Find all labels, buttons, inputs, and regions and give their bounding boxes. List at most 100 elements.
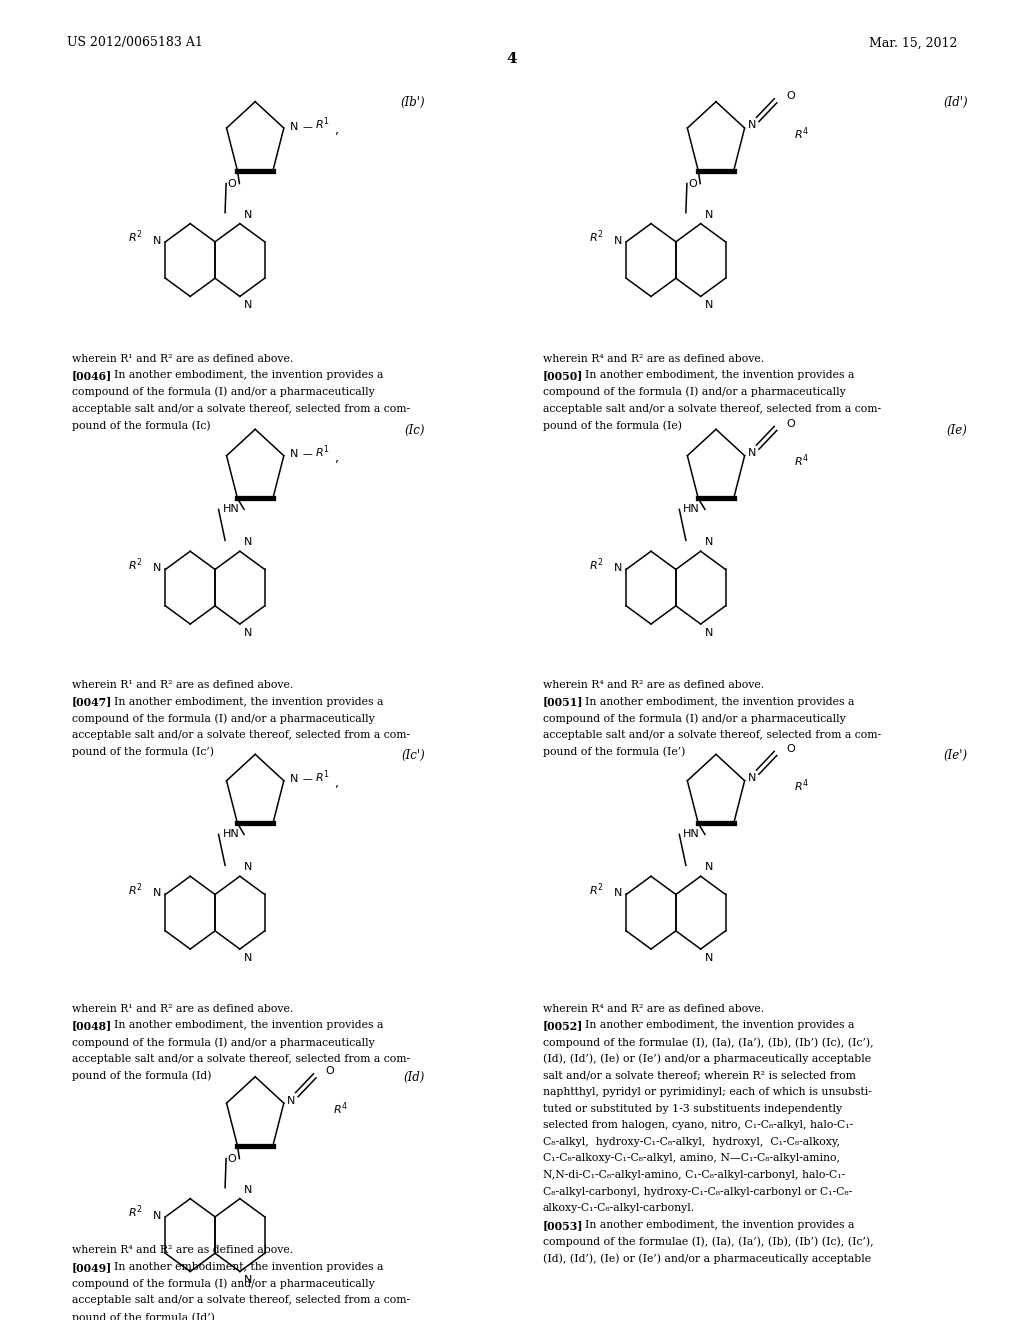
Text: pound of the formula (Id): pound of the formula (Id) [72, 1071, 211, 1081]
Text: pound of the formula (Ie): pound of the formula (Ie) [543, 420, 682, 430]
Text: HN: HN [683, 504, 700, 515]
Text: compound of the formula (I) and/or a pharmaceutically: compound of the formula (I) and/or a pha… [72, 387, 375, 397]
Text: compound of the formula (I) and/or a pharmaceutically: compound of the formula (I) and/or a pha… [543, 713, 846, 723]
Text: O: O [689, 178, 697, 189]
Text: O: O [786, 91, 795, 102]
Text: $\mathit{R}^4$: $\mathit{R}^4$ [795, 453, 809, 469]
Text: N: N [748, 120, 756, 131]
Text: $\mathit{R}^2$: $\mathit{R}^2$ [589, 228, 604, 246]
Text: N: N [153, 1210, 162, 1221]
Text: alkoxy-C₁-C₈-alkyl-carbonyl.: alkoxy-C₁-C₈-alkyl-carbonyl. [543, 1204, 695, 1213]
Text: ,: , [335, 777, 339, 789]
Text: N: N [748, 774, 756, 783]
Text: compound of the formula (I) and/or a pharmaceutically: compound of the formula (I) and/or a pha… [72, 713, 375, 723]
Text: N: N [290, 449, 298, 459]
Text: naphtthyl, pyridyl or pyrimidinyl; each of which is unsubsti-: naphtthyl, pyridyl or pyrimidinyl; each … [543, 1086, 871, 1097]
Text: acceptable salt and/or a solvate thereof, selected from a com-: acceptable salt and/or a solvate thereof… [72, 1295, 410, 1305]
Text: (Ie): (Ie) [947, 424, 968, 437]
Text: N: N [613, 235, 623, 246]
Text: N,N-di-C₁-C₈-alkyl-amino, C₁-C₈-alkyl-carbonyl, halo-C₁-: N,N-di-C₁-C₈-alkyl-amino, C₁-C₈-alkyl-ca… [543, 1170, 845, 1180]
Text: N: N [244, 862, 252, 873]
Text: N: N [705, 301, 713, 310]
Text: (Ib'): (Ib') [400, 96, 425, 110]
Text: In another embodiment, the invention provides a: In another embodiment, the invention pro… [108, 371, 384, 380]
Text: acceptable salt and/or a solvate thereof, selected from a com-: acceptable salt and/or a solvate thereof… [543, 730, 881, 741]
Text: wherein R¹ and R² are as defined above.: wherein R¹ and R² are as defined above. [72, 354, 293, 363]
Text: (Ic): (Ic) [404, 424, 425, 437]
Text: N: N [153, 564, 162, 573]
Text: $\mathit{R}^2$: $\mathit{R}^2$ [128, 880, 143, 898]
Text: [0052]: [0052] [543, 1020, 583, 1031]
Text: [0053]: [0053] [543, 1220, 584, 1232]
Text: wherein R¹ and R² are as defined above.: wherein R¹ and R² are as defined above. [72, 1003, 293, 1014]
Text: 4: 4 [507, 51, 517, 66]
Text: compound of the formulae (I), (Ia), (Ia’), (Ib), (Ib’) (Ic), (Ic’),: compound of the formulae (I), (Ia), (Ia’… [543, 1038, 873, 1048]
Text: O: O [228, 178, 237, 189]
Text: N: N [705, 628, 713, 638]
Text: N: N [287, 1096, 295, 1106]
Text: $\mathit{R}^1$: $\mathit{R}^1$ [314, 116, 330, 132]
Text: C₈-alkyl,  hydroxy-C₁-C₈-alkyl,  hydroxyl,  C₁-C₈-alkoxy,: C₈-alkyl, hydroxy-C₁-C₈-alkyl, hydroxyl,… [543, 1137, 840, 1147]
Text: (Ie'): (Ie') [943, 748, 968, 762]
Text: (Id), (Id’), (Ie) or (Ie’) and/or a pharmaceutically acceptable: (Id), (Id’), (Ie) or (Ie’) and/or a phar… [543, 1253, 870, 1263]
Text: $\mathit{R}^2$: $\mathit{R}^2$ [128, 556, 143, 573]
Text: N: N [244, 210, 252, 219]
Text: N: N [748, 447, 756, 458]
Text: compound of the formula (I) and/or a pharmaceutically: compound of the formula (I) and/or a pha… [72, 1038, 375, 1048]
Text: (Ic'): (Ic') [401, 748, 425, 762]
Text: $\mathit{R}^2$: $\mathit{R}^2$ [589, 880, 604, 898]
Text: O: O [786, 744, 795, 754]
Text: N: N [244, 1275, 252, 1286]
Text: $\mathit{R}^1$: $\mathit{R}^1$ [314, 444, 330, 461]
Text: $\mathit{R}^2$: $\mathit{R}^2$ [589, 556, 604, 573]
Text: tuted or substituted by 1-3 substituents independently: tuted or substituted by 1-3 substituents… [543, 1104, 842, 1114]
Text: In another embodiment, the invention provides a: In another embodiment, the invention pro… [579, 697, 855, 706]
Text: $\mathit{R}^4$: $\mathit{R}^4$ [795, 777, 809, 795]
Text: O: O [326, 1067, 334, 1076]
Text: (Id'): (Id') [943, 96, 968, 110]
Text: compound of the formula (I) and/or a pharmaceutically: compound of the formula (I) and/or a pha… [72, 1279, 375, 1290]
Text: HN: HN [222, 829, 240, 840]
Text: HN: HN [683, 829, 700, 840]
Text: acceptable salt and/or a solvate thereof, selected from a com-: acceptable salt and/or a solvate thereof… [72, 1053, 410, 1064]
Text: wherein R⁴ and R² are as defined above.: wherein R⁴ and R² are as defined above. [543, 1003, 764, 1014]
Text: —: — [302, 449, 312, 459]
Text: $\mathit{R}^2$: $\mathit{R}^2$ [128, 228, 143, 246]
Text: wherein R¹ and R² are as defined above.: wherein R¹ and R² are as defined above. [72, 680, 293, 690]
Text: N: N [153, 888, 162, 898]
Text: wherein R⁴ and R² are as defined above.: wherein R⁴ and R² are as defined above. [543, 354, 764, 363]
Text: —: — [302, 775, 312, 784]
Text: N: N [705, 862, 713, 873]
Text: N: N [244, 953, 252, 964]
Text: $\mathit{R}^4$: $\mathit{R}^4$ [795, 125, 809, 141]
Text: pound of the formula (Ie’): pound of the formula (Ie’) [543, 747, 685, 758]
Text: pound of the formula (Id’): pound of the formula (Id’) [72, 1312, 215, 1320]
Text: $\mathit{R}^2$: $\mathit{R}^2$ [128, 1204, 143, 1220]
Text: N: N [613, 888, 623, 898]
Text: acceptable salt and/or a solvate thereof, selected from a com-: acceptable salt and/or a solvate thereof… [72, 404, 410, 413]
Text: (Id): (Id) [403, 1072, 425, 1084]
Text: In another embodiment, the invention provides a: In another embodiment, the invention pro… [108, 1020, 384, 1031]
Text: N: N [244, 1185, 252, 1195]
Text: N: N [290, 775, 298, 784]
Text: [0050]: [0050] [543, 371, 583, 381]
Text: [0048]: [0048] [72, 1020, 112, 1031]
Text: compound of the formula (I) and/or a pharmaceutically: compound of the formula (I) and/or a pha… [543, 387, 846, 397]
Text: C₈-alkyl-carbonyl, hydroxy-C₁-C₈-alkyl-carbonyl or C₁-C₈-: C₈-alkyl-carbonyl, hydroxy-C₁-C₈-alkyl-c… [543, 1187, 852, 1197]
Text: (Id), (Id’), (Ie) or (Ie’) and/or a pharmaceutically acceptable: (Id), (Id’), (Ie) or (Ie’) and/or a phar… [543, 1053, 870, 1064]
Text: [0049]: [0049] [72, 1262, 112, 1272]
Text: N: N [705, 953, 713, 964]
Text: In another embodiment, the invention provides a: In another embodiment, the invention pro… [108, 1262, 384, 1272]
Text: C₁-C₈-alkoxy-C₁-C₈-alkyl, amino, N—C₁-C₈-alkyl-amino,: C₁-C₈-alkoxy-C₁-C₈-alkyl, amino, N—C₁-C₈… [543, 1154, 840, 1163]
Text: wherein R⁴ and R² are as defined above.: wherein R⁴ and R² are as defined above. [543, 680, 764, 690]
Text: In another embodiment, the invention provides a: In another embodiment, the invention pro… [579, 1220, 855, 1230]
Text: N: N [705, 537, 713, 548]
Text: In another embodiment, the invention provides a: In another embodiment, the invention pro… [579, 371, 855, 380]
Text: [0051]: [0051] [543, 697, 584, 708]
Text: HN: HN [222, 504, 240, 515]
Text: N: N [705, 210, 713, 219]
Text: ,: , [335, 451, 339, 465]
Text: compound of the formulae (I), (Ia), (Ia’), (Ib), (Ib’) (Ic), (Ic’),: compound of the formulae (I), (Ia), (Ia’… [543, 1237, 873, 1247]
Text: —: — [302, 121, 312, 132]
Text: ,: , [335, 124, 339, 137]
